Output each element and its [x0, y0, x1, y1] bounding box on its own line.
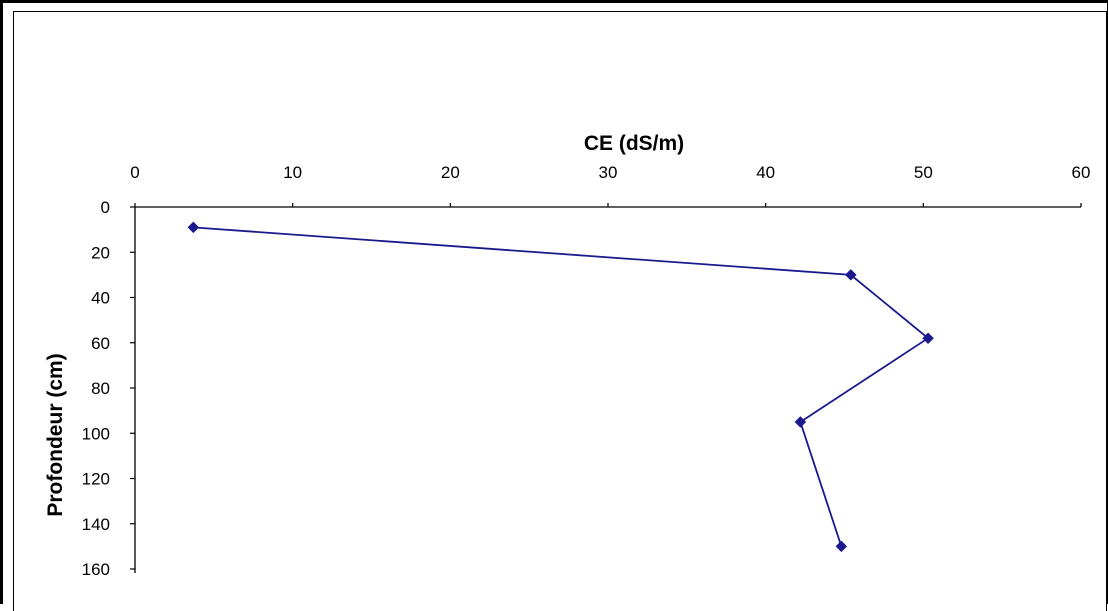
y-tick-label: 120	[82, 470, 110, 489]
chart-area-border	[13, 11, 1107, 611]
x-tick-label: 10	[283, 163, 302, 182]
x-tick-label: 30	[599, 163, 618, 182]
x-tick-label: 50	[914, 163, 933, 182]
data-point	[844, 269, 857, 281]
x-tick-label: 60	[1072, 163, 1091, 182]
y-tick-label: 140	[82, 515, 110, 534]
data-point	[794, 416, 807, 428]
y-tick-label: 100	[82, 424, 110, 443]
axes: 0 10 20 30 40 50 60 0 20 40 60 80 100 120 140 160	[82, 163, 1091, 579]
y-tick-label: 160	[82, 560, 110, 579]
x-axis-title: CE (dS/m)	[584, 132, 684, 155]
y-tick-label: 40	[91, 289, 110, 308]
x-tick-label: 20	[441, 163, 460, 182]
y-tick-label: 80	[91, 379, 110, 398]
y-tick-label: 20	[91, 243, 110, 262]
y-axis-title: Profondeur (cm)	[44, 353, 67, 516]
x-tick-label: 40	[756, 163, 775, 182]
y-tick-label: 0	[101, 198, 110, 217]
series-layer	[187, 221, 934, 553]
data-point	[922, 332, 934, 345]
y-tick-label: 60	[91, 334, 110, 353]
data-point	[835, 540, 848, 553]
x-tick-label: 0	[130, 163, 139, 182]
data-point	[187, 221, 200, 234]
series-line	[193, 226, 930, 547]
